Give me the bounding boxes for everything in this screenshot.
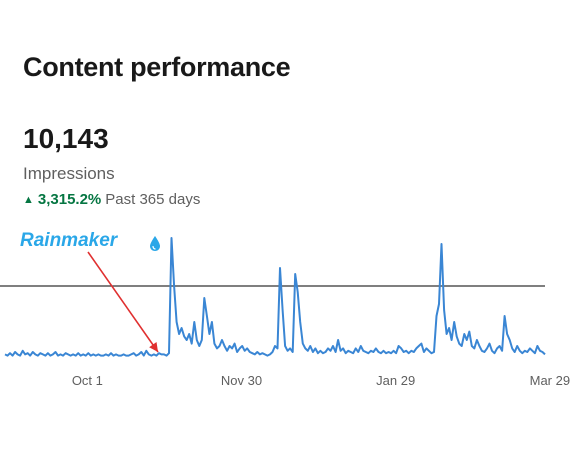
page-title: Content performance (23, 52, 291, 82)
x-axis-ticks: Oct 1 Nov 30 Jan 29 Mar 29 (72, 373, 570, 388)
x-tick-label: Jan 29 (376, 373, 415, 388)
impressions-series-line (4, 237, 546, 357)
impressions-label: Impressions (23, 164, 115, 183)
annotation-arrowhead (149, 342, 158, 352)
change-period: Past 365 days (105, 191, 201, 208)
annotation-arrow (87, 251, 159, 353)
x-tick-label: Mar 29 (530, 373, 570, 388)
change-row: ▲ 3,315.2% Past 365 days (23, 191, 200, 208)
x-tick-label: Oct 1 (72, 373, 103, 388)
change-percentage: 3,315.2% (37, 191, 102, 208)
water-drop-icon (150, 236, 160, 251)
triangle-up-icon: ▲ (23, 193, 34, 206)
impressions-count: 10,143 (23, 123, 109, 154)
x-tick-label: Nov 30 (221, 373, 262, 388)
annotation-label: Rainmaker (20, 230, 119, 251)
